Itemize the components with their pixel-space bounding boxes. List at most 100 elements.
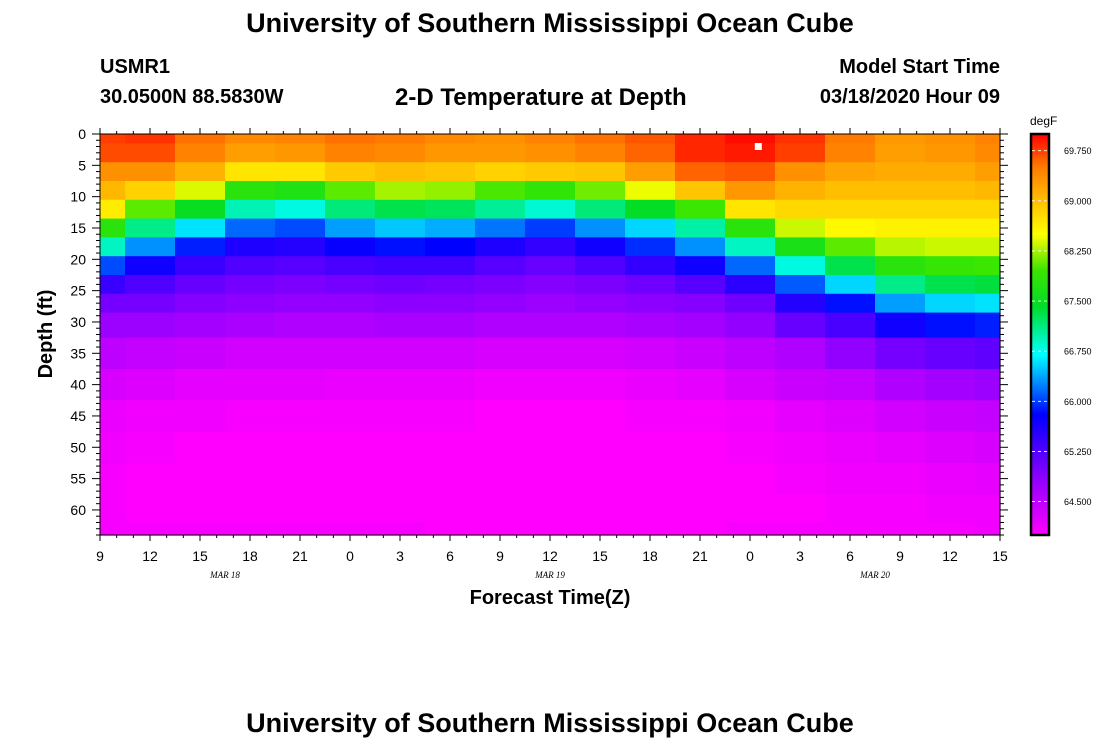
heatmap-cell (775, 431, 826, 464)
heatmap-cell (125, 218, 176, 238)
heatmap-cell (875, 134, 926, 144)
heatmap-cell (525, 293, 576, 314)
heatmap-cell (125, 312, 176, 339)
y-tick-label: 20 (70, 251, 86, 267)
heatmap-cell (525, 462, 576, 495)
heatmap-cell (675, 180, 726, 201)
colorbar-tick-label: 69.750 (1064, 146, 1092, 156)
heatmap-cell (825, 274, 876, 295)
heatmap-cell (675, 431, 726, 464)
heatmap-cell (825, 400, 876, 433)
heatmap-cell (875, 256, 926, 276)
heatmap-cell (425, 180, 476, 201)
heatmap-cell (275, 199, 326, 220)
colorbar-tick-label: 69.000 (1064, 196, 1092, 206)
heatmap-cell (725, 237, 776, 257)
heatmap-cell (375, 337, 426, 370)
heatmap-cell (100, 143, 126, 163)
heatmap-cell (725, 218, 776, 238)
heatmap-cell (575, 199, 626, 220)
heatmap-cell (175, 312, 226, 339)
heatmap-cell (125, 522, 176, 536)
x-tick-label: 0 (746, 548, 754, 564)
x-tick-label: 3 (396, 548, 404, 564)
heatmap-cell (275, 522, 326, 536)
heatmap-cell (375, 431, 426, 464)
heatmap-cell (275, 218, 326, 238)
colorbar-tick-label: 66.750 (1064, 347, 1092, 357)
heatmap-cell (575, 180, 626, 201)
heatmap-cell (575, 462, 626, 495)
heatmap-cell (925, 143, 976, 163)
heatmap-cell (675, 494, 726, 524)
heatmap-cell (725, 494, 776, 524)
heatmap-cell (975, 162, 1001, 182)
heatmap-cell (375, 462, 426, 495)
heatmap-cell (575, 256, 626, 276)
heatmap-cell (275, 337, 326, 370)
heatmap-cell (325, 462, 376, 495)
heatmap-cell (575, 494, 626, 524)
y-tick-label: 0 (78, 126, 86, 142)
heatmap-cell (875, 143, 926, 163)
heatmap-cell (475, 522, 526, 536)
heatmap-cell (625, 143, 676, 163)
heatmap-cell (675, 368, 726, 401)
x-tick-label: 6 (446, 548, 454, 564)
heatmap-cell (425, 162, 476, 182)
heatmap-cell (575, 312, 626, 339)
heatmap-cell (825, 134, 876, 144)
heatmap-cell (175, 400, 226, 433)
heatmap-cell (475, 400, 526, 433)
y-tick-label: 45 (70, 408, 86, 424)
heatmap-cell (925, 199, 976, 220)
heatmap-cell (975, 134, 1001, 144)
heatmap-cell (475, 180, 526, 201)
heatmap-cell (975, 237, 1001, 257)
x-tick-label: 18 (242, 548, 258, 564)
heatmap-cell (225, 180, 276, 201)
heatmap-cell (325, 293, 376, 314)
heatmap-cell (875, 218, 926, 238)
heatmap-cell (475, 134, 526, 144)
heatmap-cell (575, 237, 626, 257)
heatmap-cell (675, 256, 726, 276)
x-tick-label: 21 (692, 548, 708, 564)
heatmap-cell (875, 237, 926, 257)
heatmap-cell (875, 293, 926, 314)
heatmap-cell (875, 162, 926, 182)
heatmap-cell (375, 256, 426, 276)
heatmap-cell (325, 368, 376, 401)
heatmap-cell (425, 400, 476, 433)
heatmap-cell (425, 274, 476, 295)
x-tick-label: 12 (542, 548, 558, 564)
heatmap-cell (225, 337, 276, 370)
heatmap-cell (125, 293, 176, 314)
heatmap-cell (825, 199, 876, 220)
heatmap-cell (625, 312, 676, 339)
heatmap-cell (425, 312, 476, 339)
date-label: MAR 18 (209, 570, 240, 580)
x-tick-label: 21 (292, 548, 308, 564)
heatmap-cell (525, 274, 576, 295)
heatmap-cell (475, 162, 526, 182)
heatmap-cell (575, 431, 626, 464)
heatmap-cell (925, 312, 976, 339)
heatmap-cell (725, 143, 776, 163)
heatmap-cell (175, 337, 226, 370)
heatmap-cell (625, 494, 676, 524)
heatmap-cell (925, 522, 976, 536)
heatmap-cell (100, 162, 126, 182)
heatmap-cell (975, 368, 1001, 401)
heatmap-cell (675, 162, 726, 182)
heatmap-cell (275, 256, 326, 276)
y-tick-label: 15 (70, 220, 86, 236)
heatmap-cell (475, 431, 526, 464)
heatmap-cell (100, 431, 126, 464)
heatmap-cell (525, 162, 576, 182)
heatmap-cell (175, 274, 226, 295)
heatmap-cell (225, 522, 276, 536)
heatmap-cell (475, 237, 526, 257)
heatmap-cell (975, 431, 1001, 464)
heatmap-cell (725, 337, 776, 370)
